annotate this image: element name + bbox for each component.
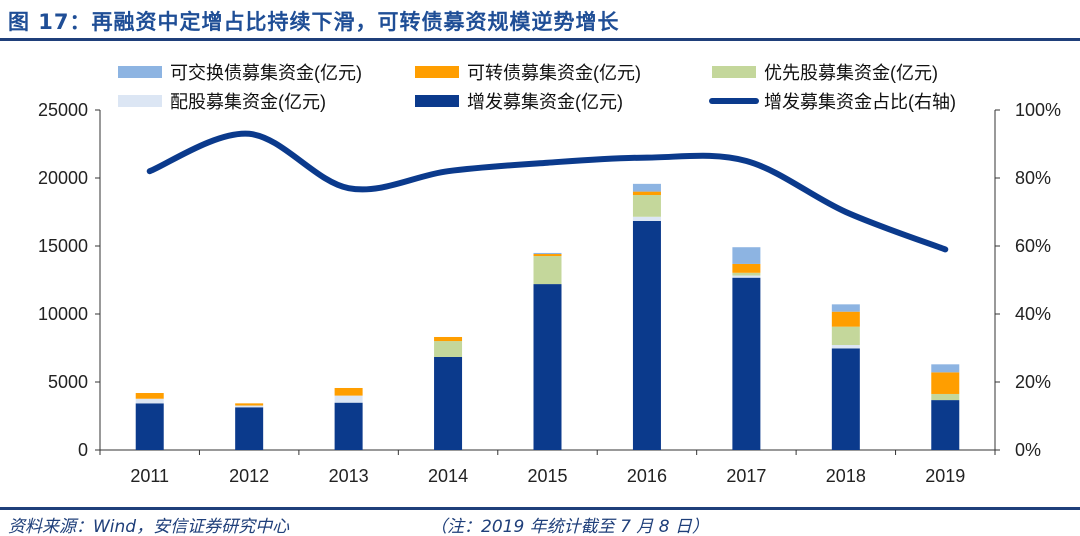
bar-2016-优先股募集资金(亿元)	[632, 195, 661, 217]
bar-2018-可转债募集资金(亿元)	[831, 311, 860, 327]
x-tick-label: 2011	[130, 466, 169, 486]
legend-item: 优先股募集资金(亿元)	[712, 63, 938, 83]
bar-2013-配股募集资金(亿元)	[334, 395, 363, 403]
bar-2014-增发募集资金(亿元)	[434, 356, 463, 450]
y2-tick-label: 40%	[1015, 304, 1051, 324]
legend-label: 可转债募集资金(亿元)	[467, 63, 641, 83]
x-tick-label: 2016	[627, 466, 667, 486]
bar-2016-可交换债募集资金(亿元)	[632, 183, 661, 192]
bar-2015-优先股募集资金(亿元)	[533, 256, 562, 285]
bar-2019-优先股募集资金(亿元)	[931, 393, 960, 401]
bar-2016-配股募集资金(亿元)	[632, 216, 661, 221]
legend-label: 增发募集资金占比(右轴)	[764, 92, 956, 112]
x-tick-label: 2014	[428, 466, 468, 486]
y-tick-label: 10000	[38, 304, 88, 324]
legend-swatch	[712, 66, 756, 78]
bar-2011-增发募集资金(亿元)	[135, 403, 164, 450]
bar-2019-可交换债募集资金(亿元)	[931, 364, 960, 373]
y-tick-label: 20000	[38, 168, 88, 188]
bar-2013-增发募集资金(亿元)	[334, 402, 363, 450]
bar-2012-配股募集资金(亿元)	[235, 405, 264, 408]
note-text: （注：2019 年统计截至 7 月 8 日）	[430, 517, 709, 536]
footer-divider	[0, 507, 1080, 510]
y2-tick-label: 80%	[1015, 168, 1051, 188]
y-tick-label: 5000	[48, 372, 88, 392]
bar-2011-可转债募集资金(亿元)	[135, 393, 164, 399]
legend-label: 配股募集资金(亿元)	[170, 92, 326, 112]
x-tick-label: 2017	[726, 466, 766, 486]
bar-2016-增发募集资金(亿元)	[632, 220, 661, 450]
y2-tick-label: 20%	[1015, 372, 1051, 392]
bar-2017-可转债募集资金(亿元)	[732, 263, 761, 273]
bar-2017-增发募集资金(亿元)	[732, 277, 761, 450]
bar-2018-优先股募集资金(亿元)	[831, 326, 860, 346]
bar-2011-配股募集资金(亿元)	[135, 398, 164, 404]
x-tick-label: 2013	[329, 466, 369, 486]
bar-2018-配股募集资金(亿元)	[831, 345, 860, 349]
bar-2019-可转债募集资金(亿元)	[931, 372, 960, 394]
bar-2017-可交换债募集资金(亿元)	[732, 247, 761, 264]
bar-2014-优先股募集资金(亿元)	[434, 341, 463, 357]
y-tick-label: 0	[78, 440, 88, 460]
legend-item: 配股募集资金(亿元)	[118, 92, 326, 112]
legend-item: 可交换债募集资金(亿元)	[118, 63, 362, 83]
bar-2012-可转债募集资金(亿元)	[235, 403, 264, 406]
legend-label: 增发募集资金(亿元)	[467, 92, 623, 112]
source-text: 资料来源：Wind，安信证券研究中心	[8, 517, 290, 536]
bar-2014-可转债募集资金(亿元)	[434, 336, 463, 342]
legend-swatch	[118, 66, 162, 78]
bar-2017-优先股募集资金(亿元)	[732, 272, 761, 276]
y2-tick-label: 0%	[1015, 440, 1041, 460]
legend-label: 优先股募集资金(亿元)	[764, 63, 938, 83]
bar-2015-可转债募集资金(亿元)	[533, 254, 562, 257]
legend-swatch	[415, 66, 459, 78]
bar-2015-增发募集资金(亿元)	[533, 284, 562, 450]
legend-swatch	[415, 95, 459, 107]
legend-label: 可交换债募集资金(亿元)	[170, 63, 362, 83]
x-tick-label: 2019	[925, 466, 965, 486]
x-tick-label: 2015	[527, 466, 567, 486]
y2-tick-label: 60%	[1015, 236, 1051, 256]
x-tick-label: 2018	[826, 466, 866, 486]
bar-2015-可交换债募集资金(亿元)	[533, 252, 562, 255]
bar-2018-可交换债募集资金(亿元)	[831, 304, 860, 312]
legend-item: 增发募集资金占比(右轴)	[709, 92, 956, 112]
x-tick-label: 2012	[229, 466, 269, 486]
bar-2016-可转债募集资金(亿元)	[632, 191, 661, 195]
bar-2013-可转债募集资金(亿元)	[334, 387, 363, 396]
y2-tick-label: 100%	[1015, 100, 1061, 120]
title-divider	[0, 38, 1080, 41]
legend-item: 增发募集资金(亿元)	[415, 92, 623, 112]
y-tick-label: 25000	[38, 100, 88, 120]
legend-swatch	[118, 95, 162, 107]
legend-item: 可转债募集资金(亿元)	[415, 63, 641, 83]
bar-2018-增发募集资金(亿元)	[831, 348, 860, 450]
ratio-line	[146, 130, 949, 253]
y-tick-label: 15000	[38, 236, 88, 256]
bar-2019-增发募集资金(亿元)	[931, 400, 960, 450]
figure-title: 图 17：再融资中定增占比持续下滑，可转债募资规模逆势增长	[8, 10, 620, 34]
bar-2012-增发募集资金(亿元)	[235, 407, 264, 450]
bar-2017-配股募集资金(亿元)	[732, 275, 761, 278]
